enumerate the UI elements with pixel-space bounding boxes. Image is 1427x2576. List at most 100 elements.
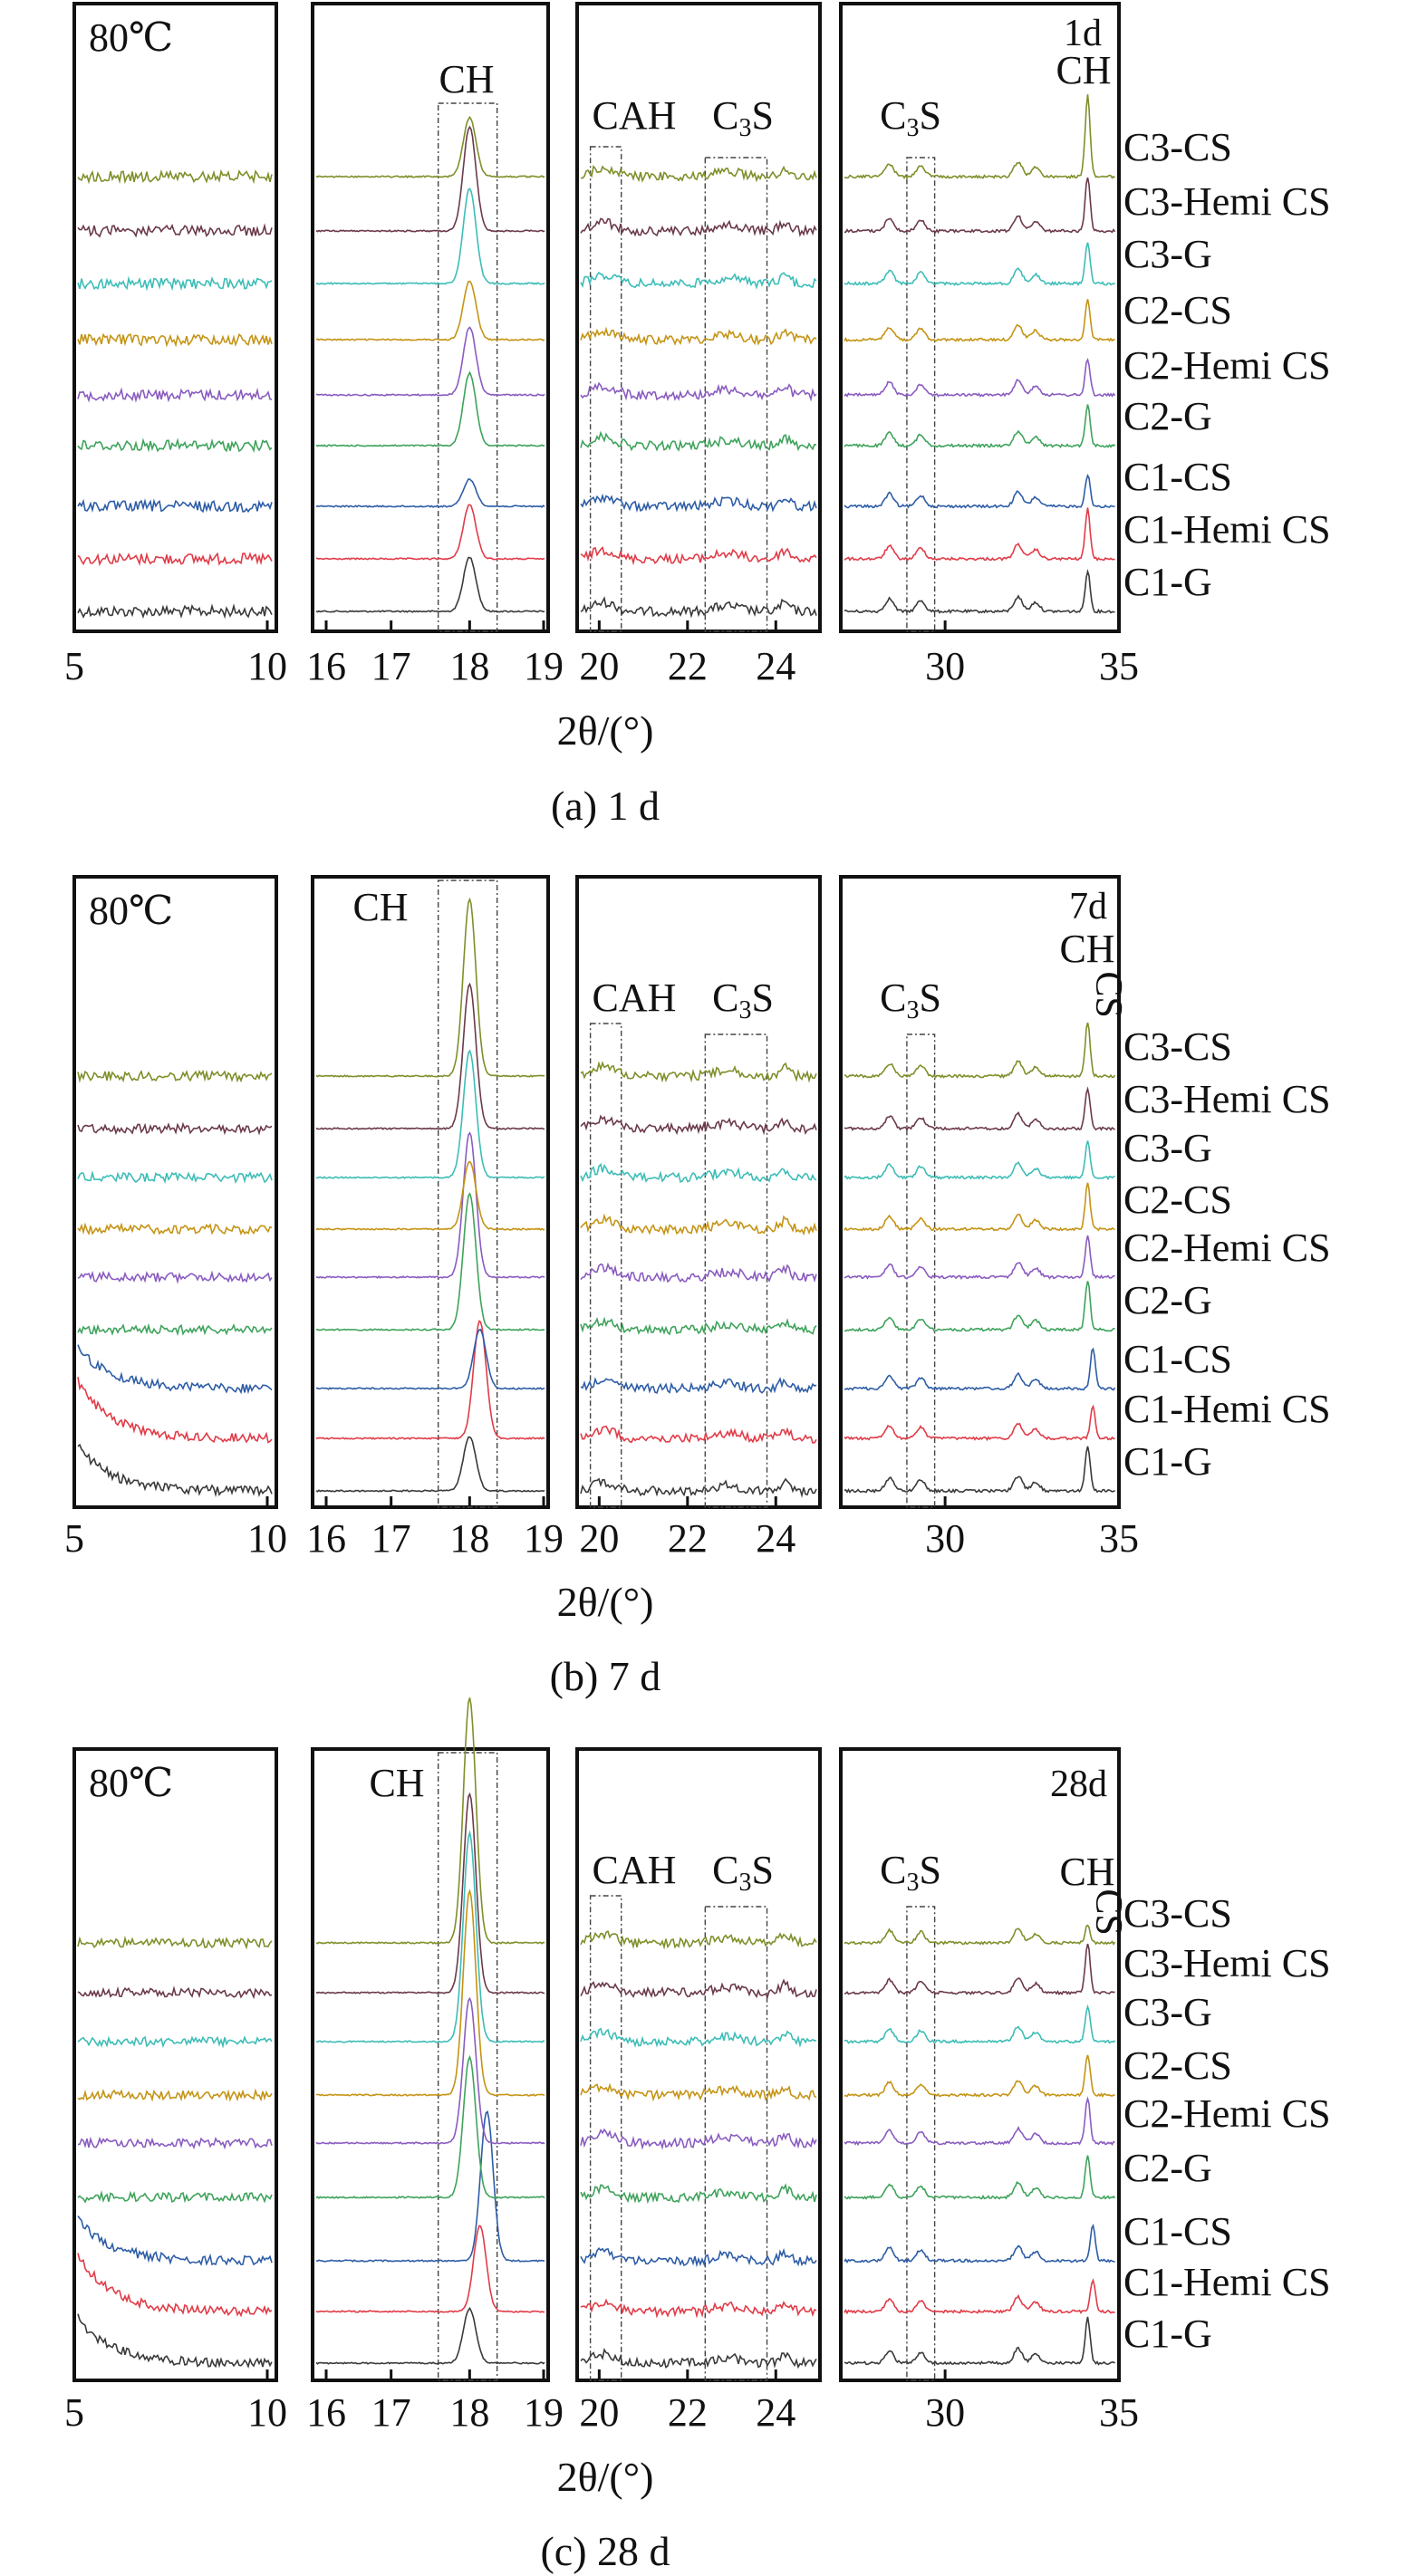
trace-cah-c3s [580, 381, 817, 402]
series-c1-cs [77, 1329, 1116, 1395]
tick-label: 20 [579, 644, 619, 688]
trace-cah-c3s [580, 217, 817, 237]
trace-range-5-10 [77, 1270, 273, 1284]
series-c3-cs [77, 94, 1116, 185]
series-c1-cs [77, 2110, 1115, 2268]
sample-label: C2-G [1123, 394, 1212, 438]
tick-label: 35 [1099, 1516, 1139, 1561]
panel-frame-1 [72, 1747, 278, 2382]
trace-cah-c3s [580, 2246, 817, 2268]
trace-ch-peak [315, 1996, 545, 2145]
sample-label: C1-G [1123, 2312, 1212, 2356]
tick-label: 18 [449, 1516, 489, 1561]
series-c2-hemi-cs [77, 326, 1116, 403]
tick-label: 19 [524, 644, 564, 688]
trace-c3s-ch [844, 507, 1115, 562]
x-axis-label: 2θ/(°) [557, 1579, 654, 1625]
trace-range-5-10 [77, 332, 273, 348]
trace-c3s-ch [844, 404, 1116, 449]
tick-label: 24 [756, 644, 795, 688]
trace-ch-peak [315, 1436, 545, 1493]
sample-label: C2-CS [1123, 288, 1232, 332]
sample-label: C1-CS [1123, 1337, 1232, 1381]
series-c1-hemi-cs [77, 2225, 1115, 2319]
cah-label: CAH [593, 93, 677, 138]
trace-c3s-ch [844, 1235, 1115, 1280]
tick-label: 35 [1099, 2390, 1139, 2435]
trace-ch-peak [315, 1131, 545, 1279]
series-c3-cs [77, 897, 1116, 1083]
series-c2-g [77, 370, 1116, 453]
trace-cah-c3s [580, 1213, 817, 1236]
sample-label: C3-Hemi CS [1123, 179, 1331, 224]
trace-c3s-ch [844, 177, 1116, 235]
c3s-label-right: C3S [880, 1848, 941, 1897]
ch-peak-region [437, 1752, 498, 2381]
trace-range-5-10 [77, 2136, 273, 2150]
trace-ch-peak [315, 1329, 545, 1390]
trace-c3s-ch [844, 2278, 1115, 2315]
trace-c3s-ch [844, 94, 1116, 179]
sample-label: C1-Hemi CS [1123, 507, 1331, 552]
trace-range-5-10 [77, 2313, 273, 2369]
trace-ch-peak [315, 370, 545, 447]
tick-label: 24 [756, 1516, 795, 1561]
series-c2-hemi-cs [77, 1131, 1115, 1284]
sample-label: C3-G [1123, 1126, 1212, 1170]
cah-label: CAH [593, 1848, 677, 1892]
series-c1-hemi-cs [77, 1320, 1115, 1444]
trace-ch-peak [315, 1049, 545, 1179]
trace-cah-c3s [580, 1477, 817, 1498]
tick-label: 30 [925, 644, 965, 688]
series-c3-g [77, 1049, 1115, 1185]
trace-c3s-ch [844, 1022, 1116, 1079]
sample-label: C1-Hemi CS [1123, 1387, 1331, 1431]
series-c1-hemi-cs [77, 504, 1115, 567]
series-c2-cs [77, 280, 1115, 348]
panel-frame-3 [575, 2, 822, 633]
panel-frame-2 [311, 1747, 550, 2382]
panel-frame-4 [839, 1747, 1121, 2382]
trace-cah-c3s [580, 1061, 817, 1083]
age-label: 7d [1069, 886, 1107, 928]
sample-label: C2-Hemi CS [1123, 1226, 1331, 1270]
trace-cah-c3s [580, 430, 817, 452]
panel-frame-2 [311, 2, 550, 633]
temperature-label: 80℃ [89, 1761, 173, 1805]
trace-c3s-ch [844, 1086, 1115, 1131]
chart-caption: (a) 1 d [551, 783, 660, 829]
trace-cah-c3s [580, 1114, 817, 1136]
ch-label-right: CH [1056, 48, 1111, 92]
x-axis-label: 2θ/(°) [557, 707, 654, 754]
sample-label: C2-G [1123, 1278, 1212, 1322]
tick-label: 17 [371, 2390, 411, 2435]
ch-label-right: CH [1059, 927, 1114, 971]
trace-ch-peak [315, 1160, 545, 1231]
series-c1-g [77, 2306, 1115, 2369]
panel-frame-1 [72, 875, 278, 1509]
trace-ch-peak [315, 1830, 545, 2043]
trace-cah-c3s [580, 2183, 817, 2205]
tick-label: 18 [449, 644, 489, 688]
trace-cah-c3s [580, 493, 817, 514]
trace-ch-peak [315, 2054, 545, 2199]
tick-label: 19 [524, 2390, 564, 2435]
trace-cah-c3s [580, 2082, 817, 2102]
tick-label: 5 [64, 2390, 84, 2435]
series-c3-g [77, 187, 1116, 292]
tick-label: 22 [668, 1516, 708, 1561]
trace-c3s-ch [844, 1924, 1116, 1946]
trace-range-5-10 [77, 1985, 273, 2000]
trace-c3s-ch [844, 2316, 1115, 2366]
chart-caption: (c) 28 d [540, 2528, 670, 2574]
sample-label: C1-CS [1123, 2209, 1232, 2254]
trace-cah-c3s [580, 271, 817, 290]
trace-ch-peak [315, 478, 545, 508]
sample-label: C2-CS [1123, 1177, 1232, 1222]
trace-ch-peak [316, 1889, 545, 2097]
series-c3-hemi-cs [77, 982, 1115, 1136]
sample-label: C1-G [1123, 560, 1212, 604]
series-c1-g [77, 556, 1115, 620]
